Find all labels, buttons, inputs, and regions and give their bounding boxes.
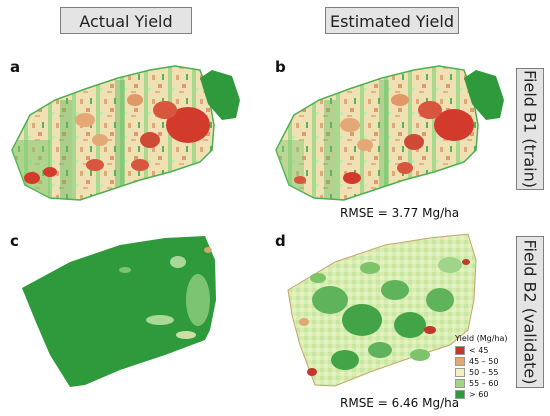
panel-label-c: c — [10, 232, 19, 250]
legend-swatch — [455, 357, 465, 366]
legend-item: 55 – 60 — [455, 378, 507, 389]
legend-item-label: 55 – 60 — [469, 379, 499, 388]
rmse-b: RMSE = 3.77 Mg/ha — [340, 206, 460, 220]
legend-item: > 60 — [455, 389, 507, 400]
side-label-field-b1: Field B1 (train) — [516, 68, 544, 190]
panel-label-a: a — [10, 58, 21, 76]
legend-swatch — [455, 390, 465, 399]
legend-swatch — [455, 346, 465, 355]
panel-label-d: d — [275, 232, 286, 250]
legend-item-label: 45 – 50 — [469, 357, 499, 366]
map-c-actual-b2 — [22, 236, 216, 387]
header-estimated-yield: Estimated Yield — [325, 7, 459, 34]
side-label-field-b2: Field B2 (validate) — [516, 236, 544, 388]
rmse-d: RMSE = 6.46 Mg/ha — [340, 396, 460, 410]
panel-label-b: b — [275, 58, 286, 76]
map-b-estimated-b1 — [275, 65, 504, 201]
yield-legend: Yield (Mg/ha) < 45 45 – 50 50 – 55 55 – 60 >… — [455, 334, 507, 400]
legend-item: < 45 — [455, 345, 507, 356]
legend-item-label: > 60 — [469, 390, 489, 399]
legend-swatch — [455, 379, 465, 388]
legend-item-label: < 45 — [469, 346, 489, 355]
legend-swatch — [455, 368, 465, 377]
legend-title: Yield (Mg/ha) — [455, 334, 508, 343]
legend-item-label: 50 – 55 — [469, 368, 499, 377]
header-actual-yield: Actual Yield — [60, 7, 192, 34]
legend-item: 50 – 55 — [455, 367, 507, 378]
legend-item: 45 – 50 — [455, 356, 507, 367]
map-d-estimated-b2 — [287, 233, 477, 387]
map-a-actual-b1 — [11, 65, 240, 201]
